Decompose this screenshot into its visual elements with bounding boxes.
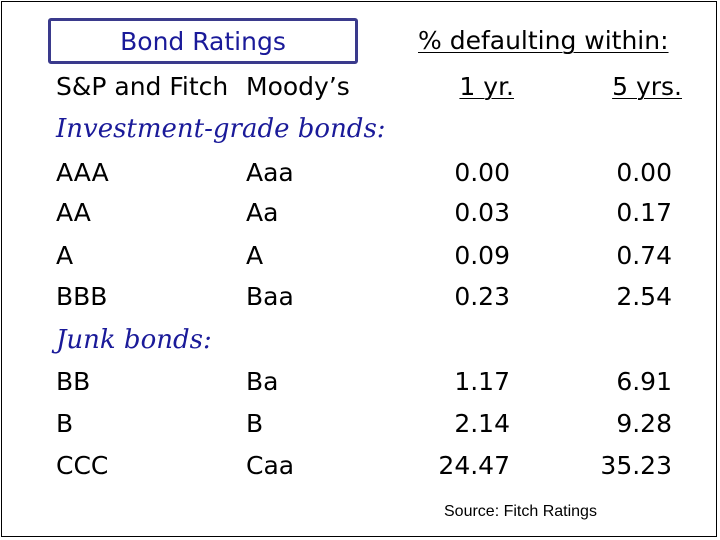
moodys-rating: Caa: [246, 451, 295, 480]
default-rate-1yr: 0.23: [454, 282, 510, 311]
sp-fitch-rating: BBB: [56, 282, 108, 311]
default-rate-5yr: 0.74: [616, 241, 672, 270]
default-rate-5yr: 2.54: [616, 282, 672, 311]
default-rate-5yr: 0.00: [616, 158, 672, 187]
default-rate-1yr: 0.00: [454, 158, 510, 187]
sp-fitch-rating: B: [56, 409, 74, 438]
moodys-rating: Aaa: [246, 158, 294, 187]
col-header-sp-fitch: S&P and Fitch: [56, 72, 229, 101]
moodys-rating: Aa: [246, 198, 279, 227]
col-header-1yr: 1 yr.: [459, 72, 514, 101]
default-rate-5yr: 9.28: [616, 409, 672, 438]
default-rate-1yr: 0.03: [454, 198, 510, 227]
default-rate-5yr: 0.17: [616, 198, 672, 227]
default-rate-1yr: 0.09: [454, 241, 510, 270]
page-title: Bond Ratings: [120, 26, 286, 56]
source-note: Source: Fitch Ratings: [444, 503, 597, 520]
moodys-rating: Ba: [246, 367, 279, 396]
moodys-rating: B: [246, 409, 264, 438]
sp-fitch-rating: A: [56, 241, 74, 270]
sp-fitch-rating: CCC: [56, 451, 109, 480]
title-box: Bond Ratings: [48, 18, 358, 64]
col-header-5yr: 5 yrs.: [612, 72, 682, 101]
moodys-rating: Baa: [246, 282, 294, 311]
default-rate-1yr: 24.47: [438, 451, 510, 480]
sp-fitch-rating: AA: [56, 198, 91, 227]
section-label-junk: Junk bonds:: [56, 325, 212, 355]
default-rate-5yr: 35.23: [600, 451, 672, 480]
col-header-moodys: Moody’s: [246, 72, 350, 101]
section-label-investment-grade: Investment-grade bonds:: [56, 114, 386, 144]
sp-fitch-rating: BB: [56, 367, 91, 396]
sp-fitch-rating: AAA: [56, 158, 109, 187]
default-rate-1yr: 2.14: [454, 409, 510, 438]
period-header: % defaulting within:: [418, 26, 669, 55]
default-rate-5yr: 6.91: [616, 367, 672, 396]
default-rate-1yr: 1.17: [454, 367, 510, 396]
moodys-rating: A: [246, 241, 264, 270]
